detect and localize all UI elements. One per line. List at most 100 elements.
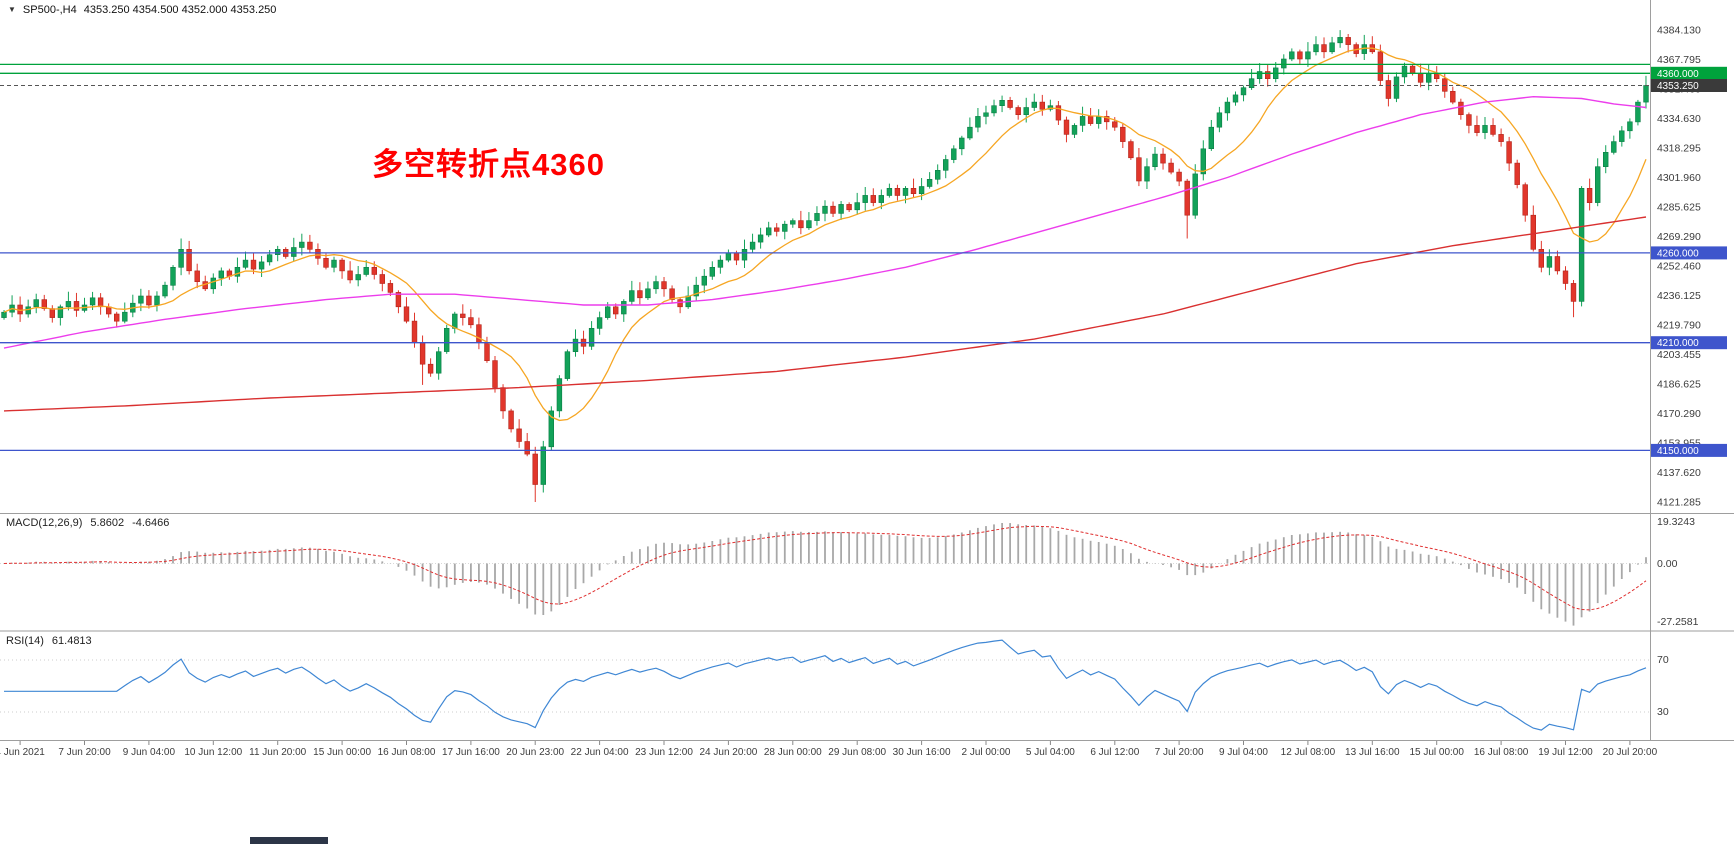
time-axis[interactable]: 4 Jun 2021 7 Jun 20:00 9 Jun 04:00 10 Jun 1…	[0, 741, 1658, 758]
macd-axis-label: -27.2581	[1657, 616, 1699, 628]
candle-body	[347, 270, 353, 281]
candle-body	[492, 360, 498, 388]
candle-body	[146, 295, 152, 306]
candle-body	[1055, 105, 1062, 121]
candlesticks[interactable]	[1, 30, 1649, 502]
time-axis-label: 13 Jul 16:00	[1345, 747, 1400, 758]
candle-body	[1393, 76, 1400, 99]
time-axis-label: 30 Jun 16:00	[893, 747, 951, 758]
time-axis-label: 19 Jul 12:00	[1538, 747, 1593, 758]
rsi-axis-label: 30	[1657, 706, 1669, 718]
candle-body	[138, 295, 144, 304]
candle-body	[878, 195, 885, 203]
candle-body	[242, 259, 249, 268]
candle-body	[1627, 121, 1633, 132]
candle-body	[468, 317, 474, 326]
candle-body	[49, 308, 56, 318]
time-axis-label: 9 Jul 04:00	[1219, 747, 1268, 758]
macd-axis[interactable]: 19.3243 0.00 -27.2581	[1657, 516, 1699, 628]
price-axis-label: 4269.290	[1657, 231, 1701, 243]
time-axis-label: 11 Jun 20:00	[249, 747, 307, 758]
candle-body	[1289, 51, 1295, 60]
candle-body	[250, 259, 257, 270]
candle-body	[363, 266, 369, 275]
candle-body	[1152, 153, 1158, 168]
candle-body	[89, 297, 96, 306]
candle-body	[1144, 166, 1150, 182]
candle-body	[387, 283, 394, 293]
time-axis-label: 15 Jul 00:00	[1409, 747, 1464, 758]
level-badge[interactable]: 4150.000	[1651, 443, 1727, 457]
price-axis-label: 4318.295	[1657, 143, 1701, 155]
candle-body	[57, 306, 64, 318]
candle-body	[508, 410, 514, 430]
candle-body	[838, 204, 844, 214]
bottom-scrollbar-segment[interactable]	[250, 837, 328, 844]
time-axis-label: 4 Jun 2021	[0, 747, 45, 758]
macd-name: MACD(12,26,9)	[6, 517, 83, 529]
window-menu-triangle-icon[interactable]: ▼	[8, 5, 16, 14]
price-axis[interactable]: 4384.1304367.7954351.4604334.6304318.295…	[1657, 25, 1701, 509]
level-badge[interactable]: 4260.000	[1651, 246, 1727, 260]
time-axis-label: 7 Jun 20:00	[58, 747, 111, 758]
price-axis-label: 4301.960	[1657, 172, 1701, 184]
candle-body	[1570, 283, 1577, 302]
candle-body	[870, 195, 877, 203]
candle-body	[1635, 101, 1641, 123]
candle-body	[114, 313, 120, 322]
candle-body	[1, 311, 7, 318]
time-axis-label: 9 Jun 04:00	[123, 747, 176, 758]
candle-body	[782, 223, 788, 232]
candle-body	[1385, 80, 1392, 99]
candle-body	[1265, 71, 1271, 79]
candle-body	[910, 188, 917, 195]
candle-body	[500, 387, 506, 412]
rsi-label: RSI(14) 61.4813	[6, 635, 92, 647]
candle-body	[1417, 73, 1424, 83]
candle-body	[1321, 44, 1327, 53]
candle-body	[1031, 101, 1038, 108]
candle-body	[1224, 101, 1231, 114]
candle-body	[516, 428, 522, 442]
candle-body	[951, 148, 957, 160]
macd-signal-value: -4.6466	[132, 517, 170, 529]
candle-body	[395, 292, 402, 308]
candle-body	[709, 266, 716, 277]
candle-body	[1200, 148, 1207, 175]
level-badge-text: 4150.000	[1657, 446, 1699, 457]
candle-body	[274, 249, 281, 256]
candle-body	[814, 213, 820, 221]
candle-body	[741, 249, 748, 261]
price-axis-label: 4121.285	[1657, 497, 1701, 509]
candle-body	[612, 306, 619, 315]
candle-body	[162, 284, 168, 297]
candle-body	[1530, 214, 1537, 250]
candle-body	[524, 441, 530, 455]
candle-body	[1039, 101, 1046, 110]
candle-body	[749, 241, 756, 250]
time-axis-label: 24 Jun 20:00	[699, 747, 757, 758]
candle-body	[822, 205, 828, 214]
candle-body	[693, 284, 699, 297]
candle-body	[725, 252, 732, 261]
candle-body	[484, 342, 490, 362]
level-badge[interactable]: 4210.000	[1651, 336, 1727, 350]
candle-body	[798, 220, 804, 229]
candle-body	[1120, 126, 1126, 142]
symbol-timeframe: SP500-,H4	[22, 4, 77, 16]
level-badge-bg	[1651, 66, 1727, 80]
candle-body	[1401, 65, 1408, 78]
candle-body	[443, 327, 450, 352]
candle-body	[1232, 94, 1239, 103]
candle-body	[669, 288, 675, 300]
rsi-line	[4, 639, 1647, 731]
candle-body	[65, 301, 72, 308]
rsi-axis[interactable]: 70 30	[1657, 654, 1669, 718]
level-badge[interactable]: 4360.000	[1651, 66, 1727, 80]
candle-body	[661, 281, 667, 290]
candle-body	[564, 351, 571, 379]
current-price-badge[interactable]: 4353.250	[1651, 79, 1727, 92]
candle-body	[588, 327, 595, 347]
time-axis-label: 28 Jun 00:00	[764, 747, 822, 758]
